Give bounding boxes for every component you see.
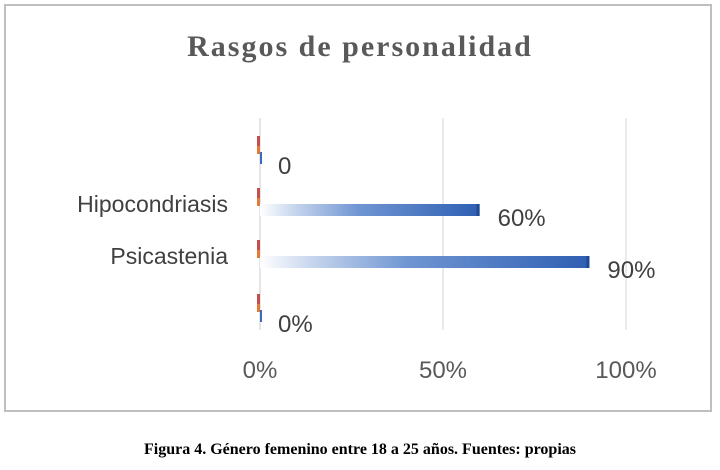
data-label: 0 [278, 153, 291, 180]
series-stub-mark [257, 136, 260, 146]
bar [260, 310, 262, 322]
chart-title: Rasgos de personalidad [187, 30, 533, 63]
series-stub-mark [257, 294, 260, 304]
bar [260, 256, 590, 268]
x-tick-label: 0% [243, 357, 278, 384]
series-stub-mark [257, 146, 260, 154]
bar [260, 204, 480, 216]
series-stub-mark [257, 240, 260, 250]
bar [260, 152, 262, 164]
bar-end-cap [586, 256, 590, 268]
x-tick-label: 50% [419, 357, 467, 384]
category-label: Psicastenia [110, 243, 228, 269]
series-stub-mark [257, 198, 260, 206]
series-stub-mark [257, 304, 260, 312]
x-tick-label: 100% [595, 357, 656, 384]
series-stub-mark [257, 188, 260, 198]
bar-end-cap [476, 204, 480, 216]
category-label: Hipocondriasis [77, 191, 228, 217]
data-label: 0% [278, 311, 313, 338]
figure-caption: Figura 4. Género femenino entre 18 a 25 … [144, 441, 576, 458]
data-label: 90% [607, 257, 655, 284]
data-label: 60% [498, 205, 546, 232]
series-stub-mark [257, 250, 260, 258]
